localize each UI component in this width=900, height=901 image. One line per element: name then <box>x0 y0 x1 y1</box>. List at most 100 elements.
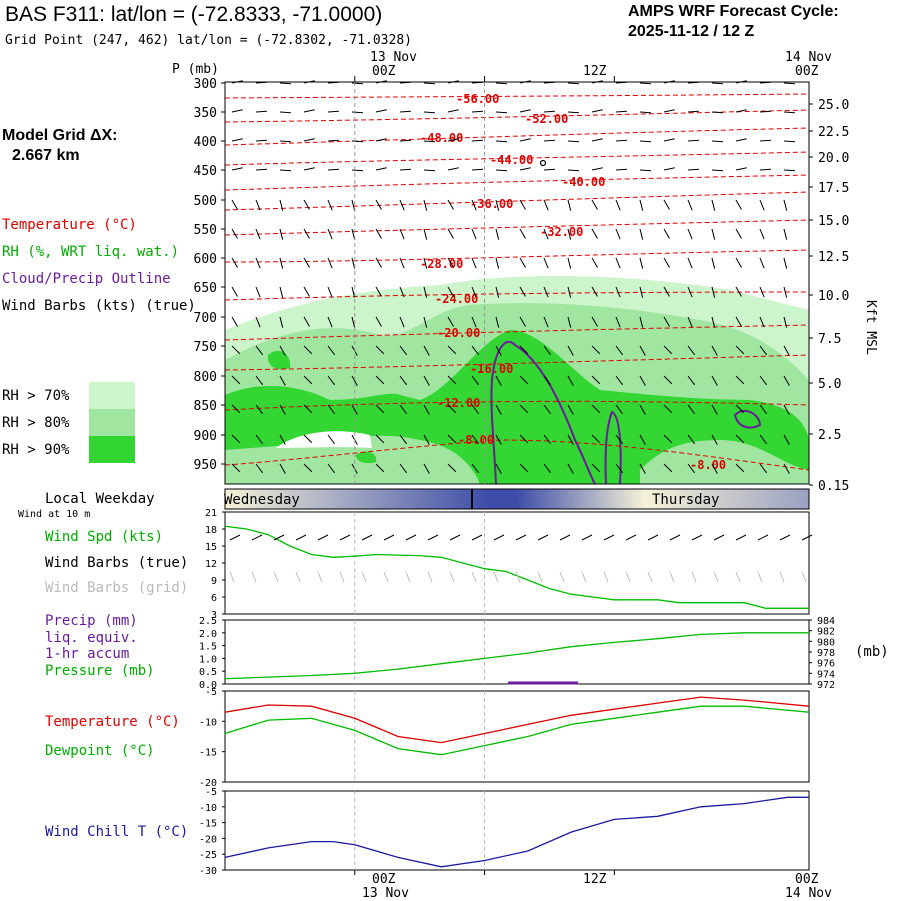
wind-barb <box>279 140 292 143</box>
wind-barb-true <box>427 534 439 541</box>
wind-barb <box>519 375 529 385</box>
temperature-contour-3 <box>224 151 810 166</box>
wind-barb <box>423 199 428 211</box>
wind-barb <box>447 286 454 297</box>
pressure-tick-label: 984 <box>817 616 835 627</box>
wind-barb <box>279 463 286 474</box>
wind-barb <box>735 463 745 473</box>
wind-barb <box>495 199 500 211</box>
wind-barb <box>591 345 601 355</box>
weekday-day2: Thursday <box>652 492 719 508</box>
wind-barb <box>399 228 405 240</box>
wind-barb <box>375 167 387 171</box>
wind-barb-grid <box>405 571 411 583</box>
weekday-day1: Wednesday <box>224 492 300 508</box>
wind-barb <box>471 286 477 298</box>
wind-barb-true <box>273 534 285 541</box>
wind-barb-true <box>317 534 329 541</box>
wind-barb <box>615 345 624 356</box>
wind-barb <box>375 375 385 385</box>
wind-barb <box>615 375 624 386</box>
wind-barb <box>591 286 598 297</box>
wind-barb-grid <box>735 571 741 583</box>
wind-barb <box>591 167 603 171</box>
wind-barb-true <box>801 534 813 541</box>
bottom-date-2: 14 Nov <box>785 886 832 901</box>
wind-barb-true <box>449 534 461 541</box>
cross-section-frame <box>224 81 810 485</box>
wind-barb-true <box>779 534 791 541</box>
wind-barb <box>519 316 526 327</box>
height-tick-label: 5.0 <box>818 377 841 392</box>
wind-barb <box>471 404 480 415</box>
wind-barb <box>687 375 696 386</box>
wind-barb <box>519 404 529 414</box>
wind-barb <box>327 286 333 298</box>
bottom-date-1: 13 Nov <box>362 886 409 901</box>
wind-barb-grid <box>757 571 763 583</box>
rh90-region-small-2 <box>356 451 377 464</box>
wind-barb <box>687 139 700 142</box>
wind-barb <box>303 434 313 444</box>
wind-barb <box>567 345 574 356</box>
legend-cloud: Cloud/Precip Outline <box>2 271 171 287</box>
wind-barb <box>495 286 500 298</box>
rh70-region <box>225 275 809 484</box>
wind-barb <box>255 228 261 240</box>
wind-barb <box>399 110 412 113</box>
wind-barb <box>231 434 241 444</box>
wind-barb-grid <box>449 571 455 583</box>
height-tick-label: 10.0 <box>818 289 849 304</box>
wind-barb <box>567 111 580 114</box>
wind-barb <box>615 434 624 445</box>
wind-barb <box>231 257 238 268</box>
top-date-1: 13 Nov <box>370 50 417 65</box>
wind-barb <box>519 138 531 142</box>
wind-barb-true <box>537 534 549 541</box>
wind-barb-true <box>251 534 263 541</box>
wind-barb <box>255 404 264 415</box>
wind-barb <box>759 375 768 386</box>
temperature-contour-0 <box>224 93 810 99</box>
wind-barb <box>327 81 340 84</box>
wind-speed-tick-label: 21 <box>205 508 217 519</box>
wind-barb <box>303 80 315 84</box>
wind-barb-true <box>603 534 615 541</box>
wind-barb <box>759 228 765 240</box>
wind-barb <box>255 199 261 211</box>
wind-barb <box>231 138 243 142</box>
wind-barb <box>783 463 790 474</box>
wind-barb <box>735 404 745 414</box>
windchill-tick-label: -10 <box>199 803 217 814</box>
wind-barb-grid <box>647 571 653 583</box>
cloud-outline-1 <box>490 341 596 485</box>
wind-barb <box>591 257 598 268</box>
wind-barb <box>471 463 480 474</box>
cloud-outline-2 <box>604 410 622 485</box>
wind-barb <box>567 434 574 445</box>
wind-barb <box>279 316 284 328</box>
wind-barb <box>303 138 315 142</box>
wind-barb <box>327 168 340 171</box>
wind-barb-grid <box>625 571 631 583</box>
wind-barb <box>711 228 716 240</box>
wind-speed-tick-label: 3 <box>211 610 217 621</box>
weekday-label: Local Weekday <box>45 491 155 507</box>
wind-barb <box>615 404 624 415</box>
wind-barb <box>447 80 459 84</box>
wind-barb <box>783 316 788 328</box>
wind-barb <box>759 81 772 84</box>
wind-barb <box>327 345 336 356</box>
wind-barb <box>279 404 286 415</box>
wind-barb <box>663 434 673 444</box>
wind-barb <box>711 199 716 211</box>
weekday-bar <box>224 488 810 510</box>
wind-barb-true <box>361 534 373 541</box>
wind-barb <box>471 434 480 445</box>
wind-barb <box>543 316 549 328</box>
wind-barb <box>639 199 644 211</box>
wind-barb <box>759 316 765 328</box>
legend-rh: RH (%, WRT liq. wat.) <box>2 244 180 260</box>
height-tick-label: 7.5 <box>818 332 841 347</box>
